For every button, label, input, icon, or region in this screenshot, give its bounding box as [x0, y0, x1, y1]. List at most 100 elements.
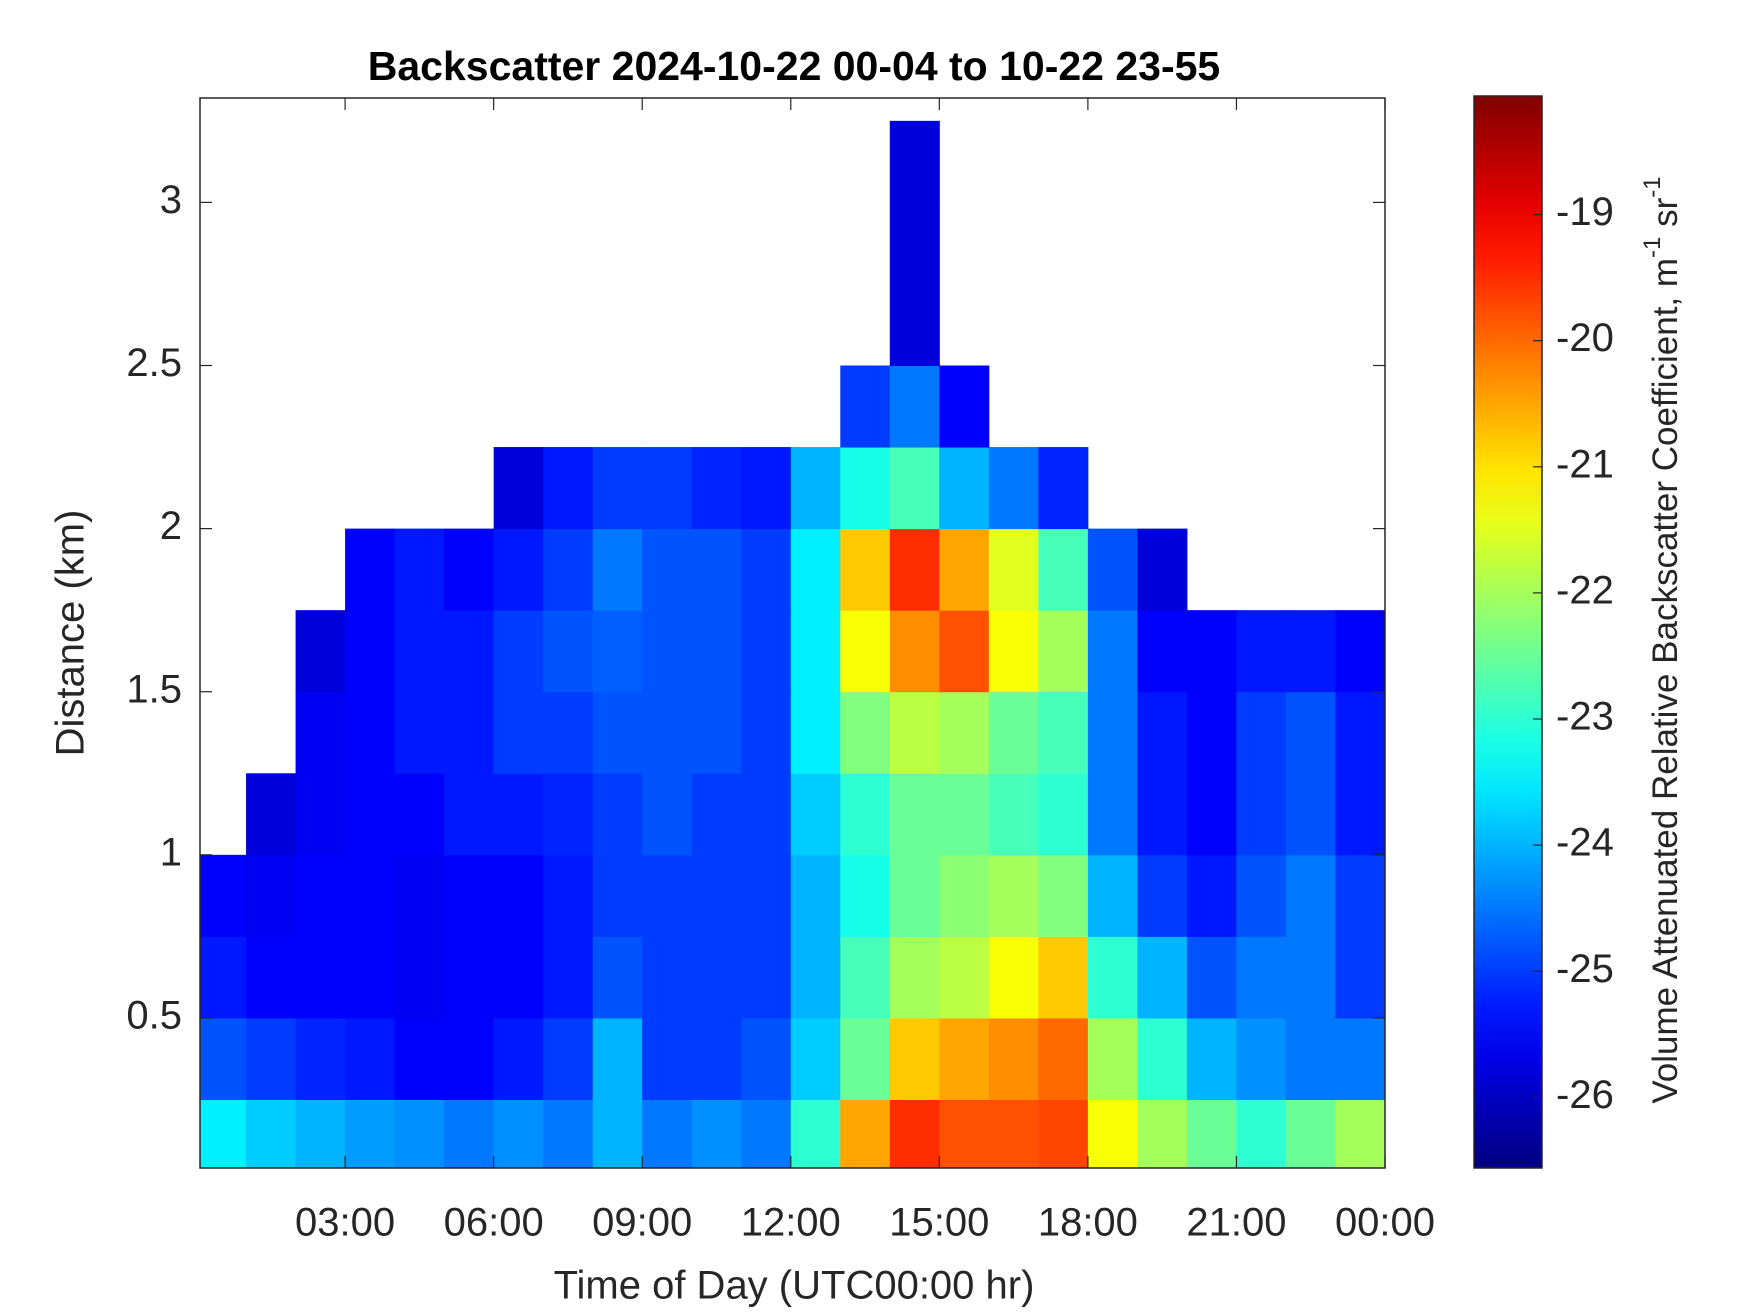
heat-cell — [592, 936, 643, 1019]
heat-cell — [444, 854, 495, 937]
heat-cell — [1137, 528, 1188, 611]
heat-cell — [1335, 936, 1385, 1019]
heat-cell — [1285, 1017, 1336, 1100]
heatmap — [200, 120, 1385, 1168]
heat-cell — [1087, 773, 1138, 856]
heat-cell — [1137, 936, 1188, 1019]
heat-cell — [939, 1099, 990, 1168]
heat-cell — [1038, 773, 1089, 856]
heat-cell — [790, 936, 841, 1019]
heat-cell — [1038, 528, 1089, 611]
heat-cell — [1087, 691, 1138, 774]
colorbar-tick-label: -22 — [1556, 568, 1614, 612]
heat-cell — [345, 610, 396, 693]
heat-cell — [741, 610, 792, 693]
heat-cell — [840, 854, 891, 937]
heat-cell — [1236, 773, 1287, 856]
heat-cell — [1285, 773, 1336, 856]
heat-cell — [394, 773, 445, 856]
heat-cell — [1285, 936, 1336, 1019]
heat-cell — [691, 528, 742, 611]
heat-cell — [295, 1017, 346, 1100]
heat-cell — [840, 936, 891, 1019]
heat-cell — [543, 1017, 594, 1100]
heat-cell — [394, 1099, 445, 1168]
colorbar-label: Volume Attenuated Relative Backscatter C… — [1639, 176, 1685, 1103]
heat-cell — [246, 936, 297, 1019]
heat-cell — [1087, 854, 1138, 937]
heat-cell — [394, 854, 445, 937]
heat-cell — [1285, 691, 1336, 774]
heat-cell — [345, 691, 396, 774]
heat-cell — [1236, 854, 1287, 937]
x-tick-label: 00:00 — [1335, 1201, 1435, 1245]
heat-cell — [642, 691, 693, 774]
heat-cell — [790, 1099, 841, 1168]
heat-cell — [543, 691, 594, 774]
heat-cell — [295, 854, 346, 937]
heat-cell — [1335, 1099, 1385, 1168]
heat-cell — [345, 773, 396, 856]
x-tick-label: 09:00 — [592, 1201, 692, 1245]
heat-cell — [493, 528, 544, 611]
heat-cell — [790, 854, 841, 937]
heat-cell — [1038, 854, 1089, 937]
heat-cell — [493, 936, 544, 1019]
colorbar-label-text: Volume Attenuated Relative Backscatter C… — [1646, 258, 1685, 1104]
heat-cell — [543, 773, 594, 856]
heat-cell — [345, 1017, 396, 1100]
heat-cell — [1186, 936, 1237, 1019]
heat-cell — [1285, 610, 1336, 693]
x-tick-label: 03:00 — [295, 1201, 395, 1245]
heat-cell — [444, 773, 495, 856]
heat-cell — [1186, 610, 1237, 693]
colorbar-tick-label: -23 — [1556, 695, 1614, 739]
heat-cell — [295, 1099, 346, 1168]
heat-cell — [939, 854, 990, 937]
heat-cell — [988, 691, 1039, 774]
heat-cell — [1335, 691, 1385, 774]
heat-cell — [295, 691, 346, 774]
heat-cell — [889, 773, 940, 856]
heat-cell — [246, 773, 297, 856]
x-tick-label: 18:00 — [1038, 1201, 1138, 1245]
heat-cell — [939, 773, 990, 856]
heat-cell — [493, 1099, 544, 1168]
heat-cell — [1087, 1099, 1138, 1168]
heat-cell — [295, 936, 346, 1019]
x-tick-label: 15:00 — [889, 1201, 989, 1245]
colorbar-tick-label: -26 — [1556, 1073, 1614, 1117]
y-tick-label: 2 — [160, 504, 182, 548]
heat-cell — [1335, 773, 1385, 856]
heat-cell — [889, 1017, 940, 1100]
heat-cell — [741, 528, 792, 611]
heat-cell — [295, 773, 346, 856]
heat-cell — [345, 1099, 396, 1168]
heat-cell — [642, 1099, 693, 1168]
heat-cell — [642, 773, 693, 856]
heat-cell — [691, 854, 742, 937]
heat-cell — [1087, 936, 1138, 1019]
heat-cell — [988, 528, 1039, 611]
heat-cell — [988, 1017, 1039, 1100]
heat-cell — [1335, 854, 1385, 937]
colorbar — [1473, 95, 1543, 1169]
heat-cell — [642, 936, 693, 1019]
heat-cell — [642, 854, 693, 937]
heat-cell — [790, 447, 841, 530]
heat-cell — [988, 447, 1039, 530]
heat-cell — [691, 1099, 742, 1168]
x-tick-label: 06:00 — [444, 1201, 544, 1245]
heat-cell — [741, 691, 792, 774]
heat-cell — [889, 691, 940, 774]
heat-cell — [1137, 773, 1188, 856]
heat-cell — [444, 528, 495, 611]
heat-cell — [939, 610, 990, 693]
heat-cell — [840, 528, 891, 611]
heat-cell — [988, 1099, 1039, 1168]
plot-frame — [199, 97, 1386, 1169]
heat-cell — [295, 610, 346, 693]
heat-cell — [840, 610, 891, 693]
heat-cell — [840, 691, 891, 774]
heat-cell — [1137, 691, 1188, 774]
